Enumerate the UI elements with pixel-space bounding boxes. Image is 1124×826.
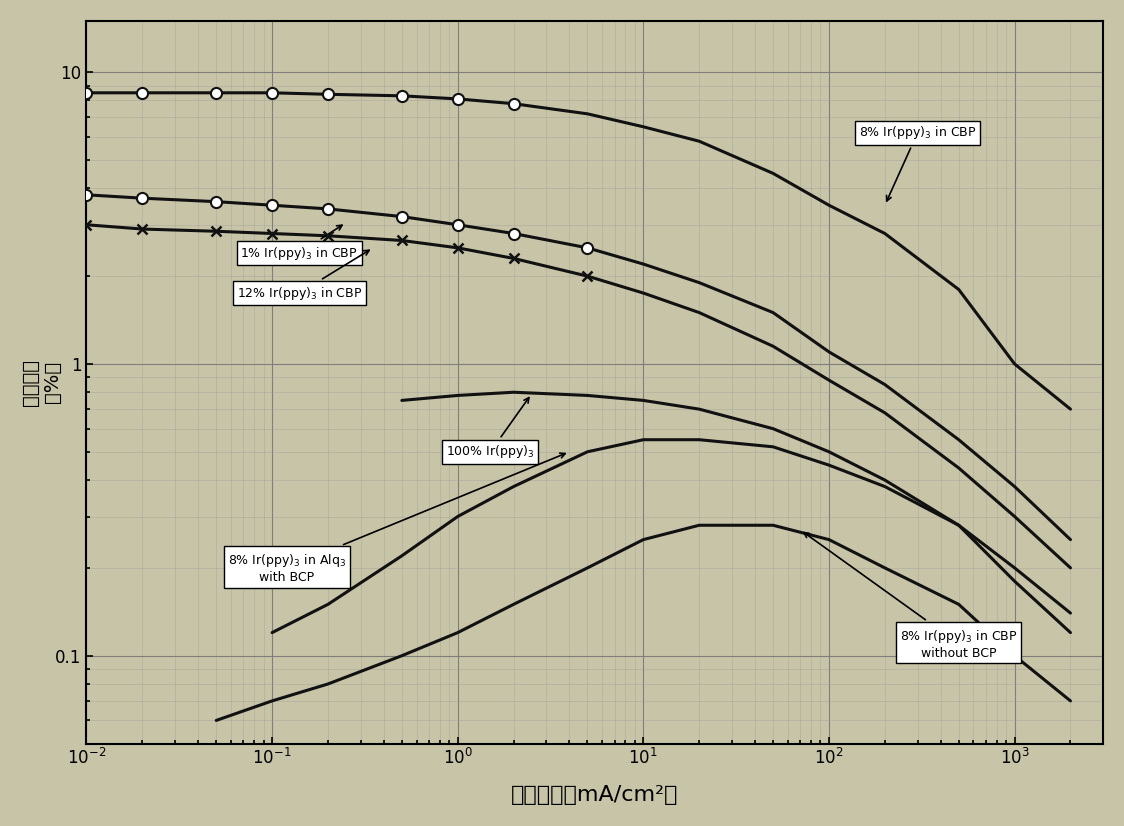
Y-axis label: 量子效率
（%）: 量子效率 （%） [21, 358, 62, 406]
X-axis label: 电流密度（mA/cm²）: 电流密度（mA/cm²） [511, 786, 679, 805]
Text: 8% Ir(ppy)$_3$ in CBP
without BCP: 8% Ir(ppy)$_3$ in CBP without BCP [804, 533, 1017, 660]
Text: 8% Ir(ppy)$_3$ in CBP: 8% Ir(ppy)$_3$ in CBP [859, 124, 977, 201]
Text: 1% Ir(ppy)$_3$ in CBP: 1% Ir(ppy)$_3$ in CBP [241, 225, 357, 262]
Text: 12% Ir(ppy)$_3$ in CBP: 12% Ir(ppy)$_3$ in CBP [236, 250, 369, 301]
Text: 100% Ir(ppy)$_3$: 100% Ir(ppy)$_3$ [446, 397, 535, 460]
Text: 8% Ir(ppy)$_3$ in Alq$_3$
with BCP: 8% Ir(ppy)$_3$ in Alq$_3$ with BCP [228, 453, 565, 584]
